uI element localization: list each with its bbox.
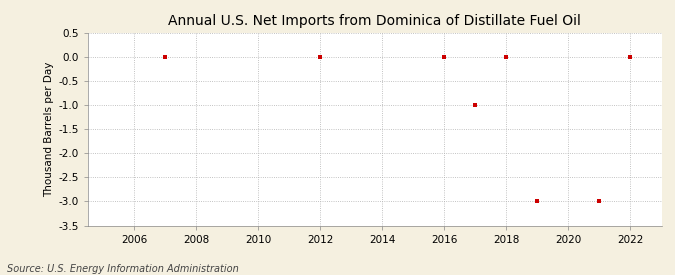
Text: Source: U.S. Energy Information Administration: Source: U.S. Energy Information Administ… bbox=[7, 264, 238, 274]
Title: Annual U.S. Net Imports from Dominica of Distillate Fuel Oil: Annual U.S. Net Imports from Dominica of… bbox=[168, 14, 581, 28]
Y-axis label: Thousand Barrels per Day: Thousand Barrels per Day bbox=[44, 62, 54, 197]
